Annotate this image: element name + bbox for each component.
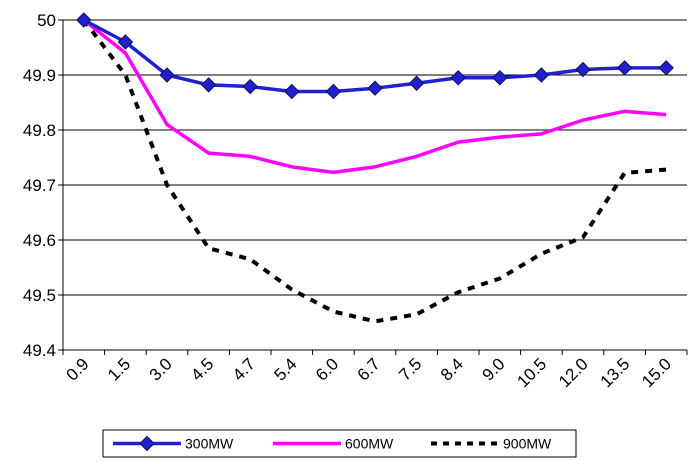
- legend-item: 600MW: [273, 436, 394, 452]
- series-lines: [76, 12, 674, 324]
- series-line: [82, 18, 667, 324]
- series-line: [82, 18, 667, 175]
- x-tick-label: 6.0: [312, 354, 342, 384]
- x-tick-label: 0.9: [62, 354, 92, 384]
- legend-marker: [139, 435, 155, 452]
- x-tick-label: 12.0: [555, 354, 592, 391]
- x-tick-label: 15.0: [638, 354, 675, 391]
- legend-label: 600MW: [345, 436, 394, 452]
- y-tick-label: 49.4: [23, 341, 56, 360]
- data-point: [159, 67, 175, 83]
- series-300MW: [76, 12, 674, 100]
- x-tick-label: 3.0: [146, 354, 176, 384]
- legend-label: 300MW: [185, 436, 234, 452]
- axes: [58, 19, 688, 355]
- y-tick-label: 49.6: [23, 231, 56, 250]
- data-point: [117, 34, 134, 50]
- x-tick-label: 5.4: [270, 354, 300, 384]
- data-point: [408, 75, 425, 91]
- x-tick-label: 10.5: [513, 354, 550, 391]
- legend: 300MW 600MW 900MW: [102, 429, 577, 458]
- legend-item: 900MW: [431, 436, 552, 452]
- y-tick-label: 49.9: [23, 66, 56, 85]
- data-point: [492, 70, 508, 86]
- data-point: [284, 83, 300, 100]
- series-900MW: [82, 18, 667, 324]
- x-tick-label: 1.5: [104, 354, 134, 384]
- y-tick-label: 49.7: [23, 176, 56, 195]
- data-point: [616, 60, 633, 76]
- x-tick-label: 13.5: [597, 354, 634, 391]
- legend-box: [102, 429, 577, 458]
- x-tick-label: 4.5: [187, 354, 217, 384]
- x-tick-label: 7.5: [395, 354, 425, 384]
- x-tick-label: 8.4: [437, 354, 467, 384]
- data-point: [450, 70, 466, 86]
- legend-item: 300MW: [113, 436, 234, 452]
- legend-label: 900MW: [503, 436, 552, 452]
- x-tick-label: 6.7: [354, 354, 384, 384]
- data-point: [325, 83, 342, 100]
- x-tick-label: 9.0: [478, 354, 508, 384]
- data-point: [367, 80, 383, 96]
- data-point: [76, 12, 92, 28]
- y-tick-label: 50: [37, 11, 56, 30]
- data-point: [242, 78, 258, 95]
- y-tick-labels: 49.4 49.5 49.6 49.7 49.8 49.9 50: [23, 11, 56, 360]
- data-point: [200, 77, 217, 93]
- data-point: [533, 67, 550, 83]
- x-tick-label: 4.7: [229, 354, 259, 384]
- data-point: [658, 60, 674, 76]
- x-tick-labels: 0.9 1.5 3.0 4.5 4.7 5.4 6.0 6.7 7.5 8.4 9.0 10.5 12.…: [62, 354, 675, 391]
- y-tick-label: 49.5: [23, 286, 56, 305]
- data-point: [575, 61, 591, 78]
- series-600MW: [82, 18, 667, 175]
- y-tick-label: 49.8: [23, 121, 56, 140]
